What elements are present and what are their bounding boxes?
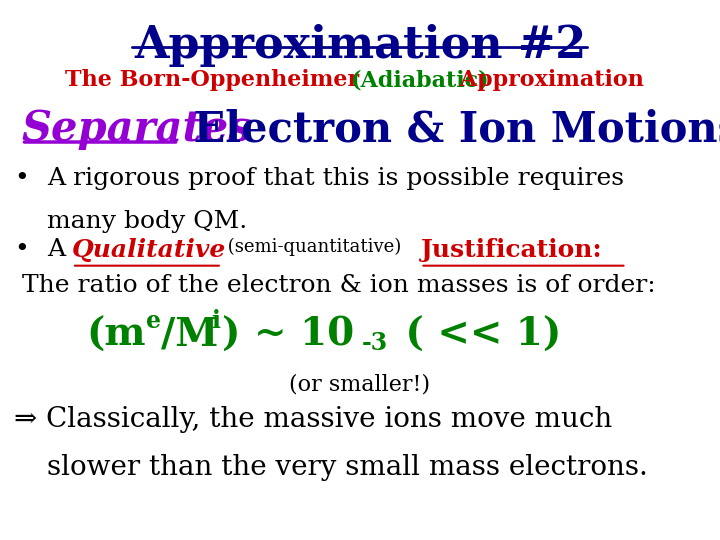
Text: e: e: [146, 309, 161, 333]
Text: Approximation #2: Approximation #2: [134, 24, 586, 68]
Text: The Born-Oppenheimer: The Born-Oppenheimer: [65, 69, 366, 91]
Text: (Adiabatic): (Adiabatic): [351, 69, 490, 91]
Text: (semi-quantitative): (semi-quantitative): [222, 238, 407, 256]
Text: ) ~ 10: ) ~ 10: [222, 316, 354, 354]
Text: •: •: [14, 167, 29, 191]
Text: (or smaller!): (or smaller!): [289, 374, 431, 396]
Text: Separates: Separates: [22, 108, 252, 150]
Text: The ratio of the electron & ion masses is of order:: The ratio of the electron & ion masses i…: [22, 274, 655, 297]
Text: Approximation: Approximation: [452, 69, 644, 91]
Text: many body QM.: many body QM.: [47, 210, 247, 233]
Text: /M: /M: [161, 316, 218, 354]
Text: A rigorous proof that this is possible requires: A rigorous proof that this is possible r…: [47, 167, 624, 191]
Text: ⇒ Classically, the massive ions move much: ⇒ Classically, the massive ions move muc…: [14, 406, 613, 433]
Text: A: A: [47, 238, 73, 261]
Text: Electron & Ion Motions.: Electron & Ion Motions.: [179, 108, 720, 150]
Text: Qualitative: Qualitative: [72, 238, 226, 261]
Text: (m: (m: [86, 316, 146, 354]
Text: Justification:: Justification:: [420, 238, 602, 261]
Text: ( << 1): ( << 1): [392, 316, 562, 354]
Text: slower than the very small mass electrons.: slower than the very small mass electron…: [47, 454, 648, 481]
Text: i: i: [211, 309, 220, 333]
Text: -3: -3: [362, 331, 388, 355]
Text: •: •: [14, 238, 29, 261]
